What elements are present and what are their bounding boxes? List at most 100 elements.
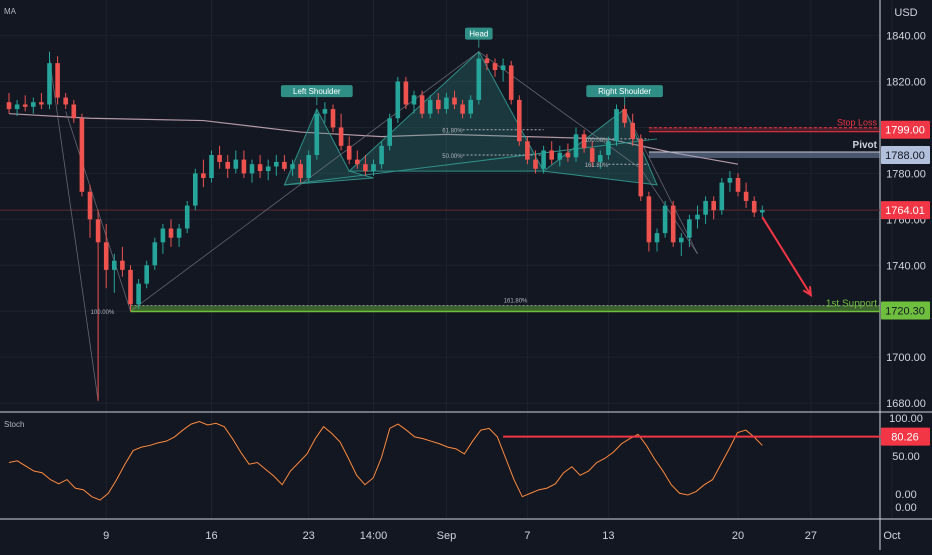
- stoch-tick-label: 0.00: [895, 489, 916, 501]
- stoch-tick-label: 50.00: [892, 451, 920, 463]
- candle-body: [233, 159, 239, 169]
- candle-body: [573, 134, 579, 158]
- fib-label: 61.80%: [442, 129, 463, 135]
- pattern-label-box: [280, 85, 353, 98]
- candle-body: [630, 122, 635, 139]
- price-tick-label: 1740.00: [886, 260, 926, 272]
- pattern-label: Right Shoulder: [598, 87, 651, 96]
- candle-body: [452, 97, 457, 105]
- candle-body: [581, 134, 587, 149]
- candle-body: [63, 97, 68, 105]
- time-tick-label: Oct: [883, 530, 900, 542]
- candle-body: [379, 145, 384, 165]
- currency-label: USD: [894, 7, 917, 19]
- time-tick-label: 16: [205, 530, 217, 542]
- price-tick-label: 1780.00: [886, 168, 926, 180]
- candle-body: [589, 148, 595, 162]
- time-tick-label: 27: [805, 530, 817, 542]
- candle-body: [160, 228, 166, 243]
- price-tick-label: 1700.00: [886, 352, 926, 364]
- candle-body: [606, 141, 611, 156]
- candle-body: [395, 81, 401, 119]
- candle-body: [387, 118, 392, 146]
- harmonic-line-5: [624, 108, 698, 254]
- candle-body: [436, 99, 441, 110]
- candle-body: [476, 58, 482, 100]
- candle-body: [201, 173, 206, 178]
- candle-body: [646, 196, 652, 243]
- current-price-tag: 1764.01: [885, 205, 925, 217]
- candle-body: [47, 63, 52, 105]
- time-tick-label: 7: [524, 530, 530, 542]
- time-tick-label: Sep: [437, 530, 457, 542]
- candle-body: [533, 159, 538, 169]
- pivot-price-tag-box: [881, 146, 930, 165]
- candle-body: [128, 269, 133, 305]
- candle-body: [265, 166, 271, 172]
- stoch-zero-label: 0.00: [895, 502, 916, 514]
- candle-body: [120, 260, 125, 270]
- candle-body: [225, 161, 230, 169]
- support-zone: [130, 305, 880, 312]
- candle-body: [743, 191, 749, 201]
- candle-body: [508, 65, 514, 100]
- candle-body: [622, 109, 627, 123]
- candle-body: [87, 191, 93, 220]
- candle-body: [500, 65, 506, 71]
- harmonic-line-0: [49, 58, 99, 401]
- candle-body: [55, 63, 60, 98]
- candle-body: [71, 104, 77, 119]
- harmonic-line-4: [640, 168, 698, 255]
- candle-body: [217, 155, 222, 162]
- indicator-label: MA: [4, 7, 17, 16]
- candle-body: [598, 155, 603, 162]
- candle-body: [22, 104, 28, 107]
- fib-label: 100.00%: [585, 138, 609, 144]
- price-tick-label: 1680.00: [886, 398, 926, 410]
- neckline: [284, 138, 658, 186]
- candle-body: [290, 164, 295, 169]
- time-tick-label: 20: [732, 530, 744, 542]
- candle-body: [711, 200, 716, 211]
- stoch-title: Stoch: [4, 420, 24, 429]
- candle-body: [427, 99, 433, 114]
- stoch-level-tag-box: [881, 427, 930, 446]
- candle-body: [176, 228, 182, 238]
- candle-body: [687, 219, 692, 238]
- pattern-label-box: [465, 27, 493, 40]
- candle-body: [735, 177, 741, 192]
- candle-body: [662, 205, 668, 234]
- stop-loss-caption: Stop Loss: [837, 118, 878, 128]
- stoch-level-tag: 80.26: [891, 432, 919, 444]
- candle-body: [241, 159, 247, 174]
- stoch-tick-label: 100.00: [889, 413, 923, 425]
- candle-body: [298, 164, 303, 178]
- current-price-tag-box: [881, 201, 930, 220]
- pattern-label: Head: [469, 30, 488, 39]
- candle-body: [79, 118, 85, 192]
- candle-body: [363, 164, 368, 172]
- pivot-zone: [648, 152, 880, 159]
- candle-body: [282, 161, 287, 169]
- candle-body: [468, 99, 473, 114]
- support-price-tag-box: [881, 301, 930, 320]
- pattern-label: Left Shoulder: [293, 87, 341, 96]
- candle-body: [679, 237, 684, 243]
- price-tick-label: 1840.00: [886, 31, 926, 43]
- candle-body: [371, 164, 376, 172]
- candle-body: [184, 205, 190, 229]
- candle-body: [274, 161, 279, 167]
- time-tick-label: 23: [303, 530, 315, 542]
- candle-body: [209, 155, 214, 178]
- candle-body: [695, 214, 700, 220]
- fib-label: 161.80%: [504, 299, 528, 305]
- stop-loss-price-tag: 1799.00: [885, 125, 925, 137]
- candle-body: [338, 127, 344, 146]
- candle-body: [751, 200, 757, 213]
- candle-body: [193, 173, 198, 206]
- candle-body: [484, 58, 490, 64]
- candle-body: [541, 150, 546, 169]
- time-tick-label: 14:00: [360, 530, 388, 542]
- candle-body: [517, 99, 522, 142]
